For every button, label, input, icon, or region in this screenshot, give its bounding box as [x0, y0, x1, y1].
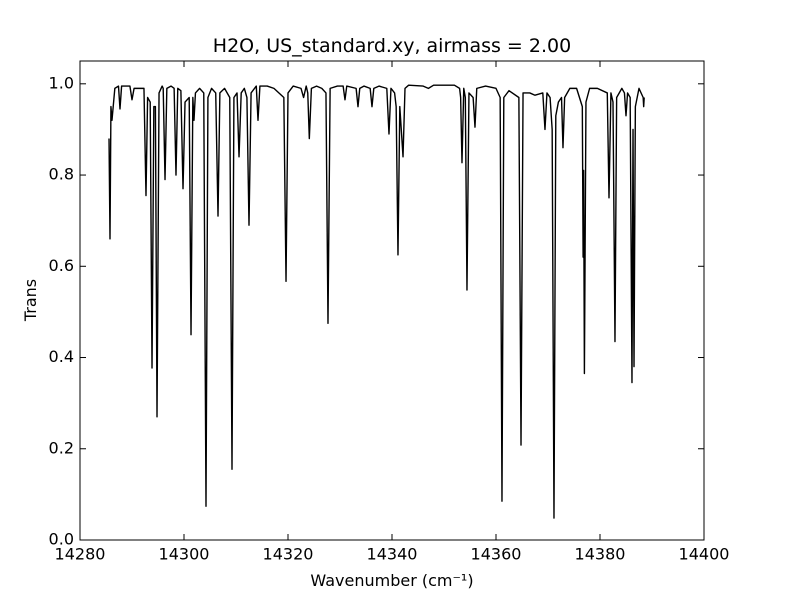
y-tick-label: 0.0 — [49, 530, 74, 549]
y-tick-label: 1.0 — [49, 73, 74, 92]
plot-frame — [79, 60, 705, 541]
y-axis-label: Trans — [21, 279, 40, 322]
x-tick-label: 14280 — [55, 545, 106, 564]
chart-title: H2O, US_standard.xy, airmass = 2.00 — [213, 35, 571, 57]
x-tick-label: 14300 — [159, 545, 210, 564]
y-tick-label: 0.4 — [49, 347, 74, 366]
y-tick-label: 0.8 — [49, 165, 74, 184]
x-tick-label: 14380 — [575, 545, 626, 564]
x-tick-label: 14320 — [263, 545, 314, 564]
spectrum-line — [108, 84, 645, 519]
x-tick-label: 14400 — [679, 545, 730, 564]
x-tick-label: 14340 — [367, 545, 418, 564]
y-tick-label: 0.6 — [49, 256, 74, 275]
x-axis-label: Wavenumber (cm⁻¹) — [310, 571, 473, 590]
y-tick-label: 0.2 — [49, 438, 74, 457]
x-tick-label: 14360 — [471, 545, 522, 564]
